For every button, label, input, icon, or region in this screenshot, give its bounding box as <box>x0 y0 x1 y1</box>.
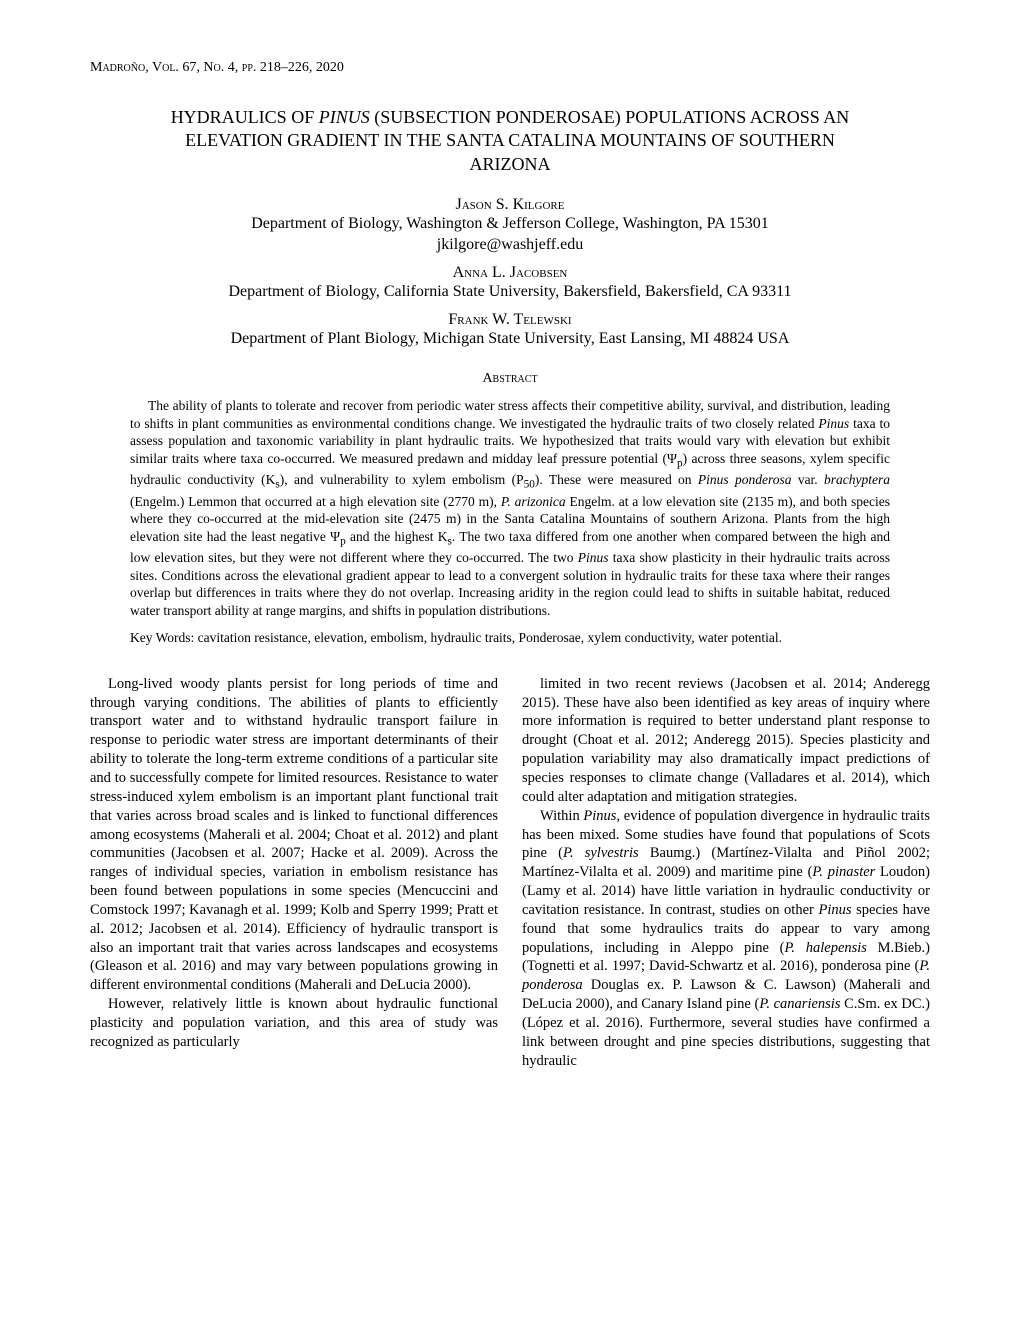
keywords: Key Words: cavitation resistance, elevat… <box>90 629 930 647</box>
journal-name: Madroño <box>90 60 145 75</box>
author-name-2: Anna L. Jacobsen <box>90 264 930 282</box>
body-columns: Long-lived woody plants persist for long… <box>90 675 930 1071</box>
author-block-2: Anna L. Jacobsen Department of Biology, … <box>90 264 930 303</box>
author-block-1: Jason S. Kilgore Department of Biology, … <box>90 196 930 256</box>
column-right: limited in two recent reviews (Jacobsen … <box>522 675 930 1071</box>
journal-volume: , <box>145 60 152 75</box>
author-email-1: jkilgore@washjeff.edu <box>90 235 930 256</box>
abstract-text: The ability of plants to tolerate and re… <box>90 397 930 619</box>
article-title: HYDRAULICS OF PINUS (SUBSECTION PONDEROS… <box>90 106 930 176</box>
title-part2: ELEVATION GRADIENT IN THE SANTA CATALINA… <box>185 130 835 150</box>
body-p3: limited in two recent reviews (Jacobsen … <box>522 675 930 807</box>
column-left: Long-lived woody plants persist for long… <box>90 675 498 1071</box>
author-block-3: Frank W. Telewski Department of Plant Bi… <box>90 311 930 350</box>
title-part1c: (SUBSECTION PONDEROSAE) POPULATIONS ACRO… <box>370 107 850 127</box>
abstract-heading: Abstract <box>90 371 930 387</box>
title-italic: PINUS <box>319 107 370 127</box>
author-name-1: Jason S. Kilgore <box>90 196 930 214</box>
body-p1: Long-lived woody plants persist for long… <box>90 675 498 995</box>
title-part1: HYDRAULICS OF <box>171 107 319 127</box>
journal-vol-text: Vol. 67, No. 4, pp. 218–226, 2020 <box>152 60 344 75</box>
author-affiliation-2: Department of Biology, California State … <box>90 282 930 303</box>
author-name-3: Frank W. Telewski <box>90 311 930 329</box>
author-affiliation-1: Department of Biology, Washington & Jeff… <box>90 214 930 235</box>
title-part3: ARIZONA <box>470 154 551 174</box>
body-p2: However, relatively little is known abou… <box>90 995 498 1052</box>
body-p4: Within Pinus, evidence of population div… <box>522 807 930 1071</box>
author-affiliation-3: Department of Plant Biology, Michigan St… <box>90 329 930 350</box>
journal-header: Madroño, Vol. 67, No. 4, pp. 218–226, 20… <box>90 60 930 76</box>
